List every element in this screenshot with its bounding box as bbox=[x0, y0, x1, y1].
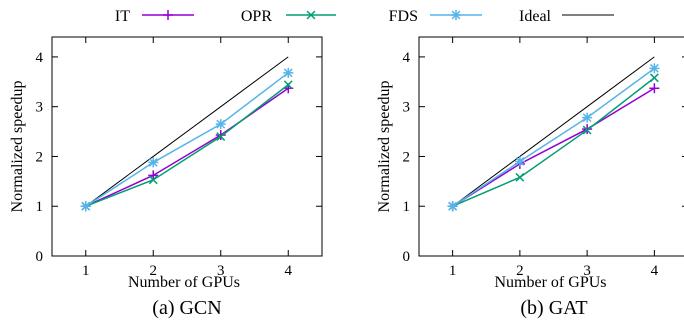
data-point-fds bbox=[582, 112, 593, 123]
x-tick-label: 3 bbox=[583, 263, 591, 279]
data-point-opr bbox=[515, 172, 525, 182]
chart-gcn: 0 1 2 3 4 1 2 3 4 Number of GPUs Normalized speedu… bbox=[9, 36, 323, 319]
series-opr bbox=[81, 80, 293, 211]
data-point-fds bbox=[514, 156, 525, 167]
series-it bbox=[80, 83, 294, 212]
series-line-fds bbox=[452, 67, 655, 207]
plot-frame bbox=[51, 36, 323, 257]
series-line-opr bbox=[85, 84, 289, 207]
series-line-it bbox=[452, 87, 655, 207]
series-fds bbox=[80, 67, 294, 212]
series-line-ideal bbox=[85, 56, 289, 207]
legend-item-opr: OPR bbox=[241, 8, 336, 25]
data-point-fds bbox=[447, 201, 458, 212]
legend: IT OPR FDS Ideal bbox=[115, 8, 614, 25]
data-point-fds bbox=[283, 67, 294, 78]
chart-caption: (a) GCN bbox=[152, 297, 221, 319]
series-it bbox=[447, 83, 660, 212]
x-tick-label: 2 bbox=[150, 263, 158, 279]
x-tick-label: 4 bbox=[651, 263, 659, 279]
chart-caption: (b) GAT bbox=[520, 297, 587, 319]
legend-item-it: IT bbox=[115, 8, 194, 25]
data-point-it bbox=[148, 170, 159, 181]
data-point-fds bbox=[215, 119, 226, 130]
data-point-opr bbox=[283, 80, 293, 90]
x-tick-label: 1 bbox=[82, 263, 90, 279]
y-tick-label: 0 bbox=[403, 249, 411, 265]
data-point-fds bbox=[80, 201, 91, 212]
series-ideal bbox=[85, 56, 289, 207]
series-line-opr bbox=[452, 77, 655, 207]
y-tick-label: 4 bbox=[36, 50, 44, 66]
legend-marker bbox=[451, 10, 461, 20]
y-tick-label: 1 bbox=[403, 199, 411, 215]
y-tick-label: 3 bbox=[403, 100, 411, 116]
x-tick-label: 4 bbox=[285, 263, 293, 279]
series-ideal bbox=[452, 56, 655, 207]
data-point-opr bbox=[216, 132, 226, 141]
y-tick-label: 3 bbox=[36, 100, 44, 116]
legend-label: Ideal bbox=[519, 8, 552, 25]
y-tick-label: 2 bbox=[403, 149, 411, 165]
y-axis-label: Normalized speedup bbox=[376, 81, 393, 213]
legend-label: OPR bbox=[241, 8, 272, 25]
series-line-it bbox=[85, 87, 289, 207]
y-tick-label: 2 bbox=[36, 149, 44, 165]
x-tick-label: 2 bbox=[516, 263, 524, 279]
data-point-opr bbox=[148, 175, 158, 185]
x-tick-label: 3 bbox=[217, 263, 225, 279]
data-point-it bbox=[649, 83, 660, 94]
data-point-it bbox=[215, 130, 226, 141]
y-tick-label: 1 bbox=[36, 199, 44, 215]
y-tick-label: 4 bbox=[403, 50, 411, 66]
series-line-ideal bbox=[452, 56, 655, 207]
y-axis-label: Normalized speedup bbox=[9, 81, 26, 213]
data-point-fds bbox=[649, 63, 660, 74]
legend-item-fds: FDS bbox=[389, 8, 482, 25]
series-fds bbox=[447, 63, 660, 212]
legend-marker bbox=[163, 10, 173, 20]
x-axis-label: Number of GPUs bbox=[495, 274, 607, 291]
legend-marker bbox=[306, 10, 316, 20]
data-point-fds bbox=[148, 157, 159, 168]
data-point-opr bbox=[649, 73, 659, 83]
data-point-opr bbox=[582, 125, 592, 135]
y-tick-label: 0 bbox=[36, 249, 44, 265]
plot-frame bbox=[418, 36, 684, 257]
x-tick-label: 1 bbox=[449, 263, 457, 279]
legend-label: FDS bbox=[389, 8, 418, 25]
series-line-fds bbox=[85, 72, 289, 207]
legend-item-ideal: Ideal bbox=[519, 8, 614, 25]
legend-label: IT bbox=[115, 8, 130, 25]
x-axis-label: Number of GPUs bbox=[128, 274, 240, 291]
chart-gat: 0 1 2 3 4 1 2 3 4 Number of GPUs Normalized speedu… bbox=[376, 36, 684, 319]
